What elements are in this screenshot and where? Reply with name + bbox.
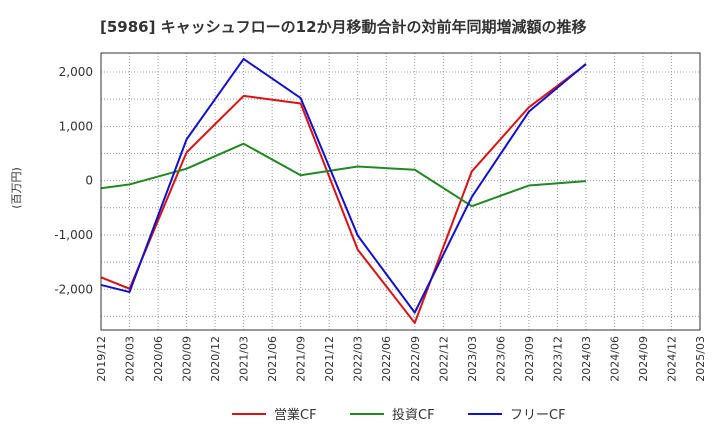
grid: [100, 53, 701, 330]
y-tick-label: 1,000: [59, 119, 93, 133]
x-tick-label: 2025/03: [694, 336, 707, 382]
chart-title: [5986] キャッシュフローの12か月移動合計の対前年同期増減額の推移: [100, 18, 587, 36]
x-tick-label: 2022/06: [380, 336, 393, 382]
series-line-0: [100, 63, 587, 324]
legend-label-1: 投資CF: [392, 407, 435, 423]
x-tick-label: 2021/12: [323, 336, 336, 382]
y-tick-label: -1,000: [54, 228, 93, 242]
x-tick-label: 2022/03: [352, 336, 365, 382]
x-tick-label: 2023/06: [494, 336, 507, 382]
plot-frame: [100, 52, 701, 331]
x-tick-label: 2020/06: [152, 336, 165, 382]
legend-label-2: フリーCF: [510, 408, 566, 423]
x-tick-label: 2020/03: [124, 336, 137, 382]
x-tick-label: 2020/12: [209, 336, 222, 382]
x-tick-label: 2023/12: [551, 336, 564, 382]
legend: 営業CF 投資CF フリーCF: [232, 407, 566, 423]
x-tick-label: 2022/09: [409, 336, 422, 382]
y-tick-labels: 2,000 1,000 0 -1,000 -2,000: [54, 65, 93, 296]
x-tick-label: 2021/09: [295, 336, 308, 382]
y-tick-label: -2,000: [54, 282, 93, 296]
x-tick-labels: 2019/12 2020/03 2020/06 2020/09 2020/12 2021/…: [95, 336, 707, 382]
x-tick-label: 2024/09: [637, 336, 650, 382]
series-line-2: [100, 57, 587, 314]
series-line-1: [100, 142, 586, 208]
legend-label-0: 営業CF: [274, 407, 317, 423]
x-tick-label: 2021/03: [238, 336, 251, 382]
x-tick-label: 2024/06: [608, 336, 621, 382]
x-tick-label: 2021/06: [266, 336, 279, 382]
y-tick-label: 2,000: [59, 65, 93, 79]
series-lines: [100, 57, 587, 324]
x-tick-label: 2023/09: [523, 336, 536, 382]
x-tick-label: 2023/03: [466, 336, 479, 382]
x-tick-label: 2020/09: [181, 336, 194, 382]
x-tick-label: 2024/12: [665, 336, 678, 382]
x-tick-label: 2019/12: [95, 336, 108, 382]
y-tick-label: 0: [85, 174, 93, 188]
x-tick-label: 2022/12: [437, 336, 450, 382]
x-tick-label: 2024/03: [580, 336, 593, 382]
